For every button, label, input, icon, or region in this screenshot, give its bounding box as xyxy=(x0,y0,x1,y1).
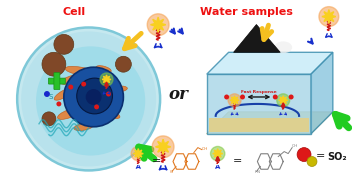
FancyBboxPatch shape xyxy=(49,78,65,84)
Ellipse shape xyxy=(101,109,120,119)
Polygon shape xyxy=(230,96,239,105)
Circle shape xyxy=(240,94,245,99)
Polygon shape xyxy=(156,139,171,154)
Circle shape xyxy=(228,94,241,107)
Circle shape xyxy=(21,31,156,167)
Text: O: O xyxy=(170,170,173,174)
Circle shape xyxy=(54,34,74,54)
Ellipse shape xyxy=(60,74,87,84)
Polygon shape xyxy=(213,149,223,159)
Circle shape xyxy=(44,91,50,97)
Text: OH: OH xyxy=(202,147,208,151)
Circle shape xyxy=(56,101,61,106)
Polygon shape xyxy=(133,149,143,159)
Circle shape xyxy=(17,27,160,170)
Circle shape xyxy=(77,78,113,114)
Circle shape xyxy=(36,46,145,156)
Ellipse shape xyxy=(109,86,127,92)
Circle shape xyxy=(100,73,113,86)
Circle shape xyxy=(115,56,131,72)
Circle shape xyxy=(64,67,124,127)
Circle shape xyxy=(131,146,145,161)
Polygon shape xyxy=(234,25,280,52)
Ellipse shape xyxy=(65,66,96,76)
Circle shape xyxy=(68,84,73,90)
Ellipse shape xyxy=(96,66,111,73)
Text: S: S xyxy=(49,94,53,100)
Circle shape xyxy=(86,89,101,105)
Polygon shape xyxy=(207,112,333,134)
Polygon shape xyxy=(151,17,166,32)
Circle shape xyxy=(277,94,290,107)
Polygon shape xyxy=(207,74,311,134)
Text: Fast Response: Fast Response xyxy=(241,90,277,94)
Text: =: = xyxy=(233,156,242,167)
Polygon shape xyxy=(209,118,309,132)
Circle shape xyxy=(152,136,174,158)
Circle shape xyxy=(42,52,66,76)
Circle shape xyxy=(210,146,225,161)
Polygon shape xyxy=(102,75,111,84)
Ellipse shape xyxy=(57,108,80,119)
Circle shape xyxy=(289,94,294,99)
Ellipse shape xyxy=(274,41,292,53)
Text: HN: HN xyxy=(254,170,260,174)
FancyBboxPatch shape xyxy=(54,73,60,90)
Circle shape xyxy=(81,82,86,87)
Text: Cell: Cell xyxy=(62,7,85,17)
Polygon shape xyxy=(322,10,336,23)
Text: SO₂: SO₂ xyxy=(327,152,347,162)
Circle shape xyxy=(297,148,311,162)
Circle shape xyxy=(106,91,111,97)
Circle shape xyxy=(307,156,317,167)
Polygon shape xyxy=(279,96,288,105)
Text: OH: OH xyxy=(292,144,298,148)
Circle shape xyxy=(42,112,56,126)
Polygon shape xyxy=(216,156,220,161)
Circle shape xyxy=(319,7,339,26)
Circle shape xyxy=(273,94,278,99)
Text: Water samples: Water samples xyxy=(200,7,293,17)
Ellipse shape xyxy=(54,88,74,100)
Circle shape xyxy=(147,14,169,36)
Polygon shape xyxy=(311,52,333,134)
Polygon shape xyxy=(105,82,108,86)
Polygon shape xyxy=(281,103,285,107)
Ellipse shape xyxy=(74,123,94,131)
Text: =: = xyxy=(316,152,326,162)
Circle shape xyxy=(224,94,229,99)
Text: or: or xyxy=(168,85,188,102)
Polygon shape xyxy=(207,52,333,74)
Circle shape xyxy=(94,105,99,109)
Text: =: = xyxy=(151,156,161,167)
